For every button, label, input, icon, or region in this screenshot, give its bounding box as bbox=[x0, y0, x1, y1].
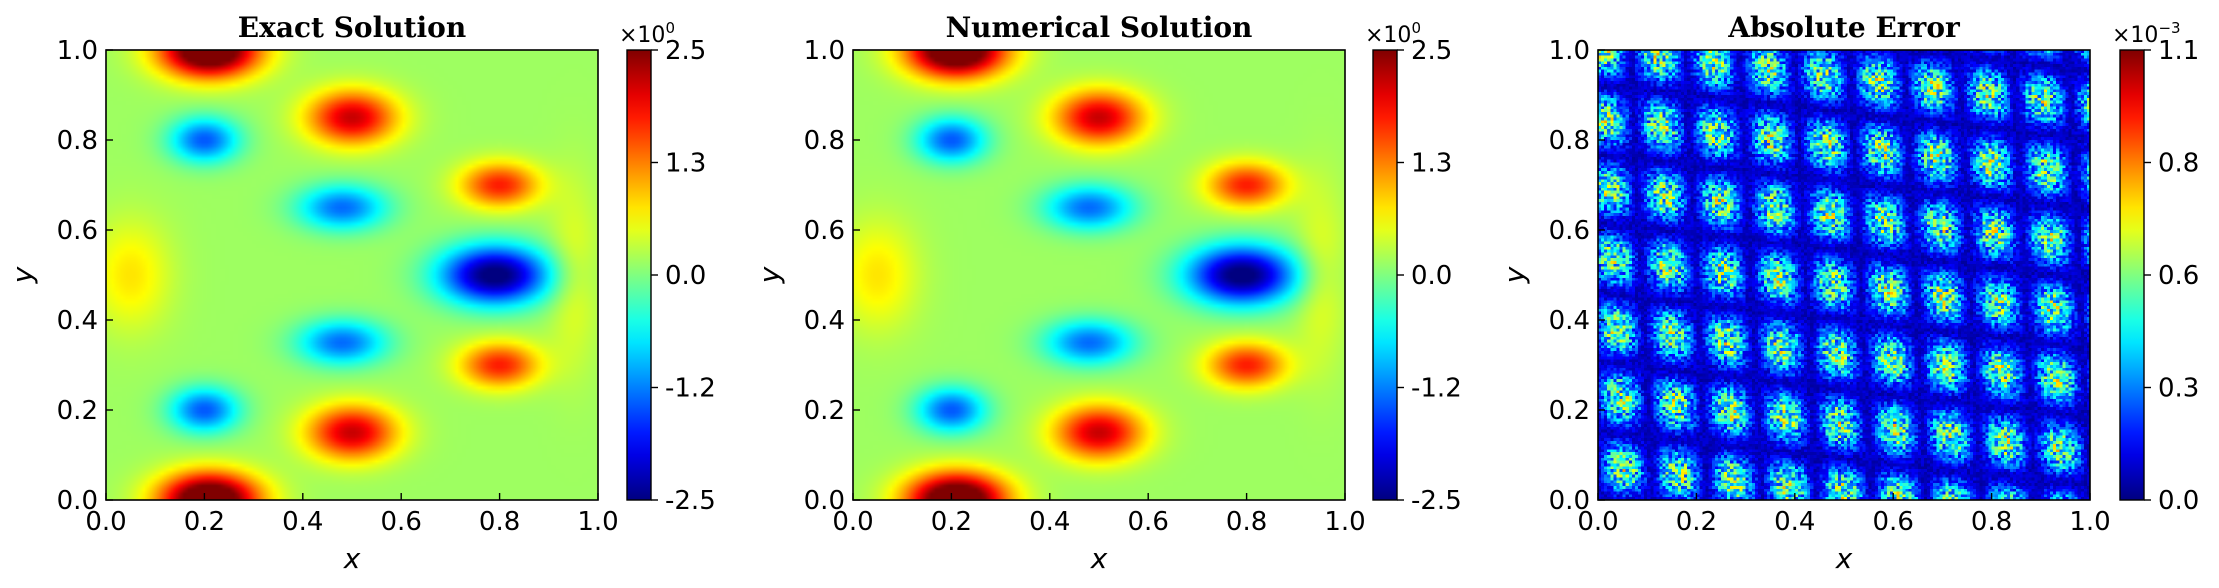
y-tick-label: 0.6 bbox=[1549, 216, 1590, 246]
x-tick-label: 1.0 bbox=[1324, 507, 1365, 537]
colorbar-tick-label: 0.0 bbox=[2158, 486, 2199, 516]
chart-panel-1: Exact Solution 0.0 0.2 0.4 0.6 0.8 1.0 0.0 0.2 0.… bbox=[6, 11, 716, 575]
y-tick-label: 1.0 bbox=[1549, 36, 1590, 66]
plot-frame bbox=[105, 49, 599, 501]
x-tick-label: 0.4 bbox=[1029, 507, 1070, 537]
plot-frame bbox=[852, 49, 1346, 501]
y-tick-label: 0.0 bbox=[1549, 486, 1590, 516]
x-tick-label: 0.0 bbox=[85, 507, 126, 537]
y-tick-label: 0.8 bbox=[1549, 126, 1590, 156]
y-tick-label: 1.0 bbox=[804, 36, 845, 66]
colorbar-tick-label: -1.2 bbox=[1411, 374, 1462, 404]
colorbar bbox=[2119, 49, 2145, 501]
colorbar-tick-label: 1.3 bbox=[665, 149, 706, 179]
y-tick-label: 0.2 bbox=[57, 396, 98, 426]
colorbar-tick-label: -2.5 bbox=[1411, 486, 1462, 516]
colorbar-tick-label: -2.5 bbox=[665, 486, 716, 516]
x-tick-label: 0.4 bbox=[1774, 507, 1815, 537]
y-tick-label: 0.6 bbox=[57, 216, 98, 246]
y-tick-label: 0.0 bbox=[804, 486, 845, 516]
y-tick-label: 0.2 bbox=[1549, 396, 1590, 426]
x-axis-label: x bbox=[1835, 542, 1853, 575]
colorbar-tick-label: 1.1 bbox=[2158, 36, 2199, 66]
x-tick-label: 0.0 bbox=[1577, 507, 1618, 537]
x-tick-label: 0.2 bbox=[184, 507, 225, 537]
x-tick-label: 0.8 bbox=[1226, 507, 1267, 537]
y-tick-label: 0.4 bbox=[804, 306, 845, 336]
y-tick-label: 0.2 bbox=[804, 396, 845, 426]
y-tick-label: 1.0 bbox=[57, 36, 98, 66]
y-tick-label: 0.4 bbox=[1549, 306, 1590, 336]
chart-title: Absolute Error bbox=[1727, 11, 1961, 44]
x-tick-label: 0.6 bbox=[381, 507, 422, 537]
colorbar-tick-label: 1.3 bbox=[1411, 149, 1452, 179]
x-tick-label: 0.0 bbox=[832, 507, 873, 537]
x-axis-label: x bbox=[1090, 542, 1108, 575]
colorbar bbox=[626, 49, 652, 501]
x-tick-label: 0.6 bbox=[1873, 507, 1914, 537]
y-axis-label: y bbox=[6, 266, 39, 284]
chart-title: Exact Solution bbox=[238, 11, 466, 44]
heatmap-image bbox=[106, 50, 598, 500]
y-tick-label: 0.8 bbox=[57, 126, 98, 156]
x-tick-label: 0.4 bbox=[282, 507, 323, 537]
x-tick-label: 0.2 bbox=[1676, 507, 1717, 537]
colorbar-tick-label: -1.2 bbox=[665, 374, 716, 404]
y-axis-label: y bbox=[1498, 266, 1531, 284]
colorbar-tick-label: 2.5 bbox=[665, 36, 706, 66]
y-axis-label: y bbox=[753, 266, 786, 284]
x-tick-label: 1.0 bbox=[2069, 507, 2110, 537]
y-tick-label: 0.0 bbox=[57, 486, 98, 516]
colorbar bbox=[1372, 49, 1398, 501]
y-tick-label: 0.6 bbox=[804, 216, 845, 246]
colorbar-tick-label: 0.0 bbox=[665, 261, 706, 291]
x-tick-label: 0.6 bbox=[1128, 507, 1169, 537]
plot-frame bbox=[1597, 49, 2091, 501]
colorbar-tick-label: 0.3 bbox=[2158, 374, 2199, 404]
y-tick-label: 0.8 bbox=[804, 126, 845, 156]
colorbar-tick-label: 0.8 bbox=[2158, 149, 2199, 179]
chart-panel-3: Absolute Error 0.0 0.2 0.4 0.6 0.8 1.0 0.0 0.2 0.… bbox=[1498, 11, 2199, 575]
colorbar-exponent: ×10−3 bbox=[2112, 19, 2181, 48]
chart-title: Numerical Solution bbox=[946, 11, 1253, 44]
colorbar-tick-label: 2.5 bbox=[1411, 36, 1452, 66]
colorbar-tick-label: 0.6 bbox=[2158, 261, 2199, 291]
x-tick-label: 0.2 bbox=[931, 507, 972, 537]
x-tick-label: 0.8 bbox=[1971, 507, 2012, 537]
colorbar-exponent: ×100 bbox=[1365, 19, 1421, 48]
x-axis-label: x bbox=[343, 542, 361, 575]
heatmap-image bbox=[853, 50, 1345, 500]
x-tick-label: 0.8 bbox=[479, 507, 520, 537]
colorbar-tick-label: 0.0 bbox=[1411, 261, 1452, 291]
heatmap-image bbox=[1598, 50, 2090, 500]
x-tick-label: 1.0 bbox=[577, 507, 618, 537]
y-tick-label: 0.4 bbox=[57, 306, 98, 336]
colorbar-exponent: ×100 bbox=[619, 19, 675, 48]
